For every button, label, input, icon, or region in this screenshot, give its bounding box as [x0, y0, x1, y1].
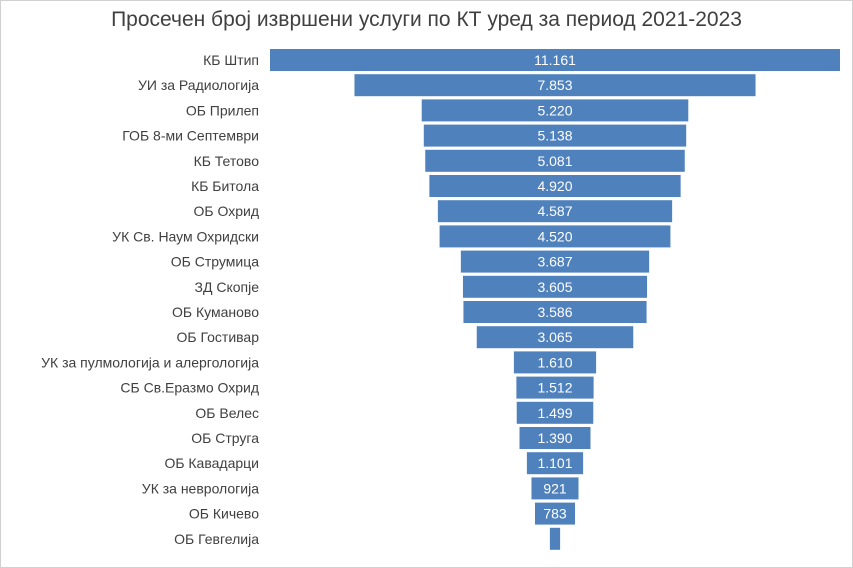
bar [421, 99, 689, 122]
data-label: 3.687 [537, 254, 572, 270]
category-label: КБ Тетово [194, 153, 260, 169]
category-label: КБ Штип [203, 52, 259, 68]
data-label: 1.610 [537, 354, 572, 370]
data-label: 1.101 [537, 455, 572, 471]
category-label: ОБ Струмица [171, 254, 259, 270]
data-label: 3.605 [537, 279, 572, 295]
category-label: УК Св. Наум Охридски [112, 228, 259, 244]
bar [439, 225, 671, 248]
bar [531, 477, 579, 500]
category-label: ОБ Велес [195, 405, 259, 421]
bar [513, 351, 597, 374]
category-label: КБ Битола [191, 178, 259, 194]
data-label: 11.161 [534, 52, 576, 68]
data-label: 1.499 [537, 405, 572, 421]
bar [476, 326, 634, 349]
bar [535, 502, 575, 525]
data-label: 3.586 [537, 304, 572, 320]
bar [423, 124, 687, 147]
bar [460, 250, 650, 273]
data-label: 3.065 [537, 329, 572, 345]
category-label: ОБ Струга [191, 430, 259, 446]
data-label: 4.920 [537, 178, 572, 194]
bar [429, 175, 681, 197]
data-label: 921 [543, 480, 567, 496]
chart-title: Просечен број извршени услуги по КТ уред… [111, 8, 742, 31]
category-label: ГОБ 8-ми Септември [122, 128, 259, 144]
bar [519, 427, 591, 449]
bar [437, 200, 673, 223]
category-label: УИ за Радиологија [138, 77, 259, 93]
bar [270, 49, 840, 71]
category-label: ОБ Охрид [194, 203, 259, 219]
data-label: 1.390 [537, 430, 572, 446]
category-label: УК за неврологија [142, 480, 259, 496]
category-label: СБ Св.Еразмо Охрид [120, 380, 259, 396]
data-label: 5.220 [537, 102, 572, 118]
data-label: 7.853 [537, 77, 572, 93]
category-label: ОБ Кичево [189, 506, 259, 522]
data-label: 783 [543, 506, 567, 522]
category-label: ОБ Куманово [172, 304, 259, 320]
bar [463, 301, 647, 323]
category-label: ОБ Гостивар [177, 329, 260, 345]
bar [462, 275, 648, 298]
category-label: ОБ Гевгелија [174, 531, 259, 547]
data-label: 1.512 [537, 380, 572, 396]
bar [516, 401, 594, 424]
data-label: 5.081 [537, 153, 572, 169]
data-label: 4.587 [537, 203, 572, 219]
data-label: 4.520 [537, 228, 572, 244]
category-label: ОБ Прилеп [186, 102, 259, 118]
category-label: ОБ Кавадарци [164, 455, 259, 471]
bar [425, 149, 685, 172]
category-label: ЗД Скопје [195, 279, 260, 295]
bar [516, 376, 594, 399]
bar [526, 452, 584, 475]
bar [354, 74, 756, 97]
bar [549, 527, 561, 550]
category-label: УК за пулмологија и алергологија [41, 354, 259, 370]
data-label: 5.138 [537, 128, 572, 144]
